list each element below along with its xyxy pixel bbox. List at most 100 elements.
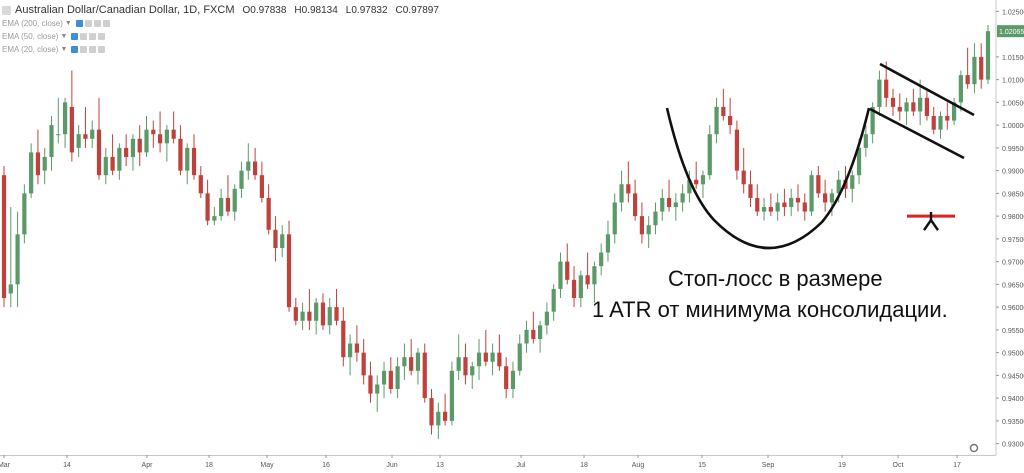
cup-curve-drawing[interactable]	[665, 107, 871, 250]
price-tick-label: 0.93000	[1002, 442, 1024, 449]
candle-down	[531, 329, 536, 339]
candle-up	[700, 175, 706, 185]
close-icon[interactable]	[93, 19, 101, 27]
more-icon[interactable]	[98, 45, 106, 53]
price-tick-label: 1.02500	[1002, 9, 1024, 16]
candle-down	[388, 370, 393, 390]
candle-up	[660, 197, 665, 212]
price-tick-label: 1.01500	[1002, 55, 1024, 62]
chart-legend: Australian Dollar/Canadian Dollar, 1D, F…	[2, 4, 439, 56]
candle-up	[402, 357, 407, 367]
close-icon[interactable]	[89, 45, 97, 53]
candle-down	[666, 197, 672, 208]
candle-up	[90, 129, 95, 139]
candle-up	[144, 129, 149, 153]
candle-up	[551, 288, 556, 312]
candle-up	[761, 207, 767, 212]
price-tick-label: 1.01000	[1002, 78, 1024, 85]
candle-down	[442, 411, 448, 421]
candle-down	[897, 106, 902, 112]
settings-icon[interactable]	[80, 32, 88, 40]
candle-up	[300, 311, 305, 321]
candle-up	[985, 31, 991, 80]
candle-down	[571, 279, 577, 299]
candle-up	[558, 261, 563, 289]
candle-down	[368, 375, 373, 394]
candle-up	[212, 216, 217, 221]
candle-down	[409, 357, 414, 371]
time-tick-label: May	[260, 462, 274, 469]
arrow-up-icon[interactable]	[923, 218, 939, 231]
candle-up	[673, 202, 678, 208]
eye-icon[interactable]	[75, 19, 83, 27]
settings-icon[interactable]	[84, 19, 92, 27]
candle-down	[151, 129, 156, 135]
candle-up	[863, 134, 868, 148]
chevron-down-icon[interactable]: ▼	[64, 19, 72, 27]
candle-down	[361, 352, 366, 376]
candle-down	[320, 302, 326, 326]
candle-down	[463, 357, 468, 376]
candle-up	[809, 175, 814, 212]
candle-down	[225, 197, 231, 212]
candle-down	[565, 261, 570, 280]
upper-trendline-drawing[interactable]	[879, 62, 975, 117]
more-icon[interactable]	[102, 19, 110, 27]
eye-icon[interactable]	[71, 45, 79, 53]
candle-up	[605, 234, 611, 253]
candle-up	[76, 134, 81, 148]
candle-down	[137, 138, 142, 153]
settings-icon[interactable]	[80, 45, 88, 53]
candle-down	[191, 147, 197, 176]
symbol-title[interactable]: Australian Dollar/Canadian Dollar, 1D, F…	[15, 4, 235, 16]
candle-up	[619, 184, 624, 203]
low-value: L0.97832	[345, 4, 388, 16]
candle-down	[96, 129, 102, 176]
indicator-label: EMA (200, close)	[2, 18, 63, 28]
candle-up	[49, 125, 54, 157]
candle-down	[734, 129, 740, 171]
candle-up	[789, 197, 794, 208]
candle-up	[232, 188, 237, 212]
candle-down	[782, 202, 787, 208]
more-icon[interactable]	[98, 32, 106, 40]
candle-up	[470, 366, 475, 376]
lower-trendline-drawing[interactable]	[869, 107, 965, 160]
candle-down	[741, 170, 746, 185]
chevron-down-icon[interactable]: ▼	[60, 32, 68, 40]
high-value: H0.98134	[294, 4, 338, 16]
candle-down	[35, 152, 41, 176]
close-icon[interactable]	[89, 32, 97, 40]
candle-down	[911, 102, 916, 112]
candle-down	[1, 175, 7, 299]
candle-up	[185, 147, 190, 171]
time-tick-label: 17	[953, 462, 961, 469]
gear-icon[interactable]	[969, 443, 979, 453]
candle-up	[904, 102, 909, 112]
candle-down	[110, 156, 115, 171]
indicator-ema20-row[interactable]: EMA (20, close) ▼	[2, 43, 439, 55]
close-value: C0.97897	[395, 4, 439, 16]
candle-up	[951, 102, 957, 121]
candle-up	[578, 275, 583, 299]
chevron-down-icon[interactable]: ▼	[60, 45, 68, 53]
time-tick-label: 14	[63, 462, 71, 469]
candle-down	[178, 138, 183, 171]
candle-up	[612, 202, 617, 235]
candle-up	[436, 411, 441, 426]
candle-up	[476, 352, 482, 367]
indicator-ema50-row[interactable]: EMA (50, close) ▼	[2, 30, 439, 42]
candle-down	[748, 184, 753, 198]
indicator-ema200-row[interactable]: EMA (200, close) ▼	[2, 17, 439, 29]
eye-icon[interactable]	[71, 32, 79, 40]
time-tick-label: 18	[580, 462, 588, 469]
candle-up	[714, 106, 719, 135]
